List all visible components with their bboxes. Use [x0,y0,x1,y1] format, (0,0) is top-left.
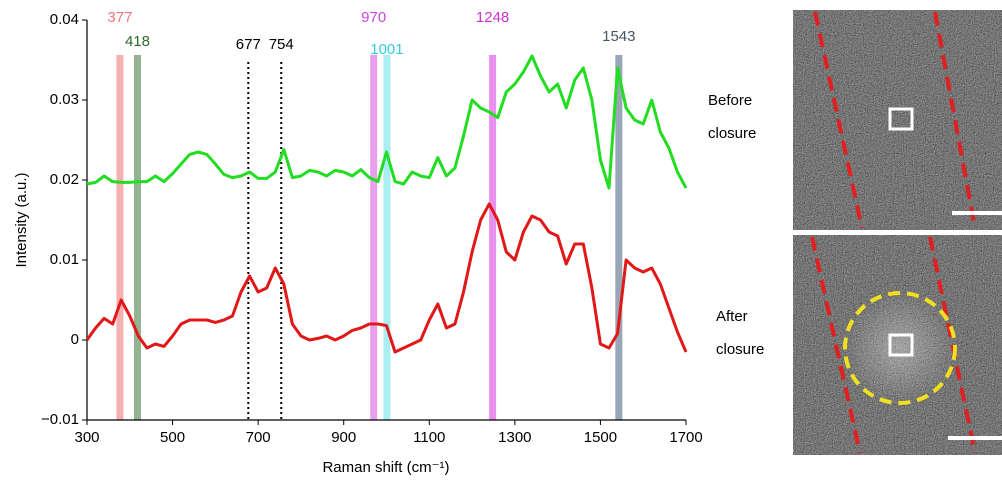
y-axis-label: Intensity (a.u.) [13,172,30,267]
image-before [793,10,1002,230]
y-tick-label: 0.02 [50,171,79,188]
marker-band [489,55,496,420]
x-tick-label: 1100 [413,429,445,446]
y-tick-label: 0.03 [50,91,79,108]
x-tick-label: 1300 [498,429,531,446]
marker-band [134,55,141,420]
marker-label: 677 [236,36,261,53]
marker-label: 754 [269,36,294,53]
marker-label: 1543 [602,28,635,45]
image-after [793,235,1002,455]
x-tick-label: 700 [246,429,271,446]
y-tick-label: 0.01 [50,251,79,268]
page: Intensity (a.u.) Raman shift (cm⁻¹) 377 4… [0,0,1002,480]
legend-after: After closure [716,300,786,366]
marker-band [383,55,390,420]
y-tick-label: 0 [71,331,79,348]
marker-band [116,55,123,420]
marker-band [615,55,622,420]
chart: Intensity (a.u.) Raman shift (cm⁻¹) 377 4… [0,0,1002,480]
x-tick-label: 1500 [584,429,617,446]
x-tick-label: 900 [331,429,356,446]
marker-band [370,55,377,420]
x-tick-label: 300 [74,429,99,446]
marker-label: 418 [125,33,150,50]
x-tick-label: 500 [160,429,185,446]
marker-label: 377 [107,9,132,26]
marker-label: 970 [361,9,386,26]
x-axis-label: Raman shift (cm⁻¹) [322,459,449,476]
x-tick-label: 1700 [669,429,702,446]
marker-label: 1248 [476,9,509,26]
y-tick-label: 0.04 [50,11,79,28]
legend-before: Before closure [708,84,778,150]
y-tick-label: −0.01 [41,411,79,428]
marker-label: 1001 [370,41,403,58]
